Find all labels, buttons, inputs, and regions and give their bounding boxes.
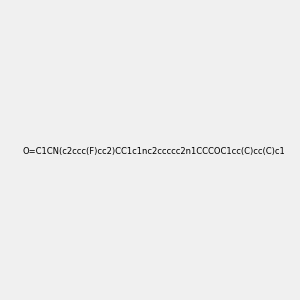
Text: O=C1CN(c2ccc(F)cc2)CC1c1nc2ccccc2n1CCCOC1cc(C)cc(C)c1: O=C1CN(c2ccc(F)cc2)CC1c1nc2ccccc2n1CCCOC… bbox=[22, 147, 285, 156]
